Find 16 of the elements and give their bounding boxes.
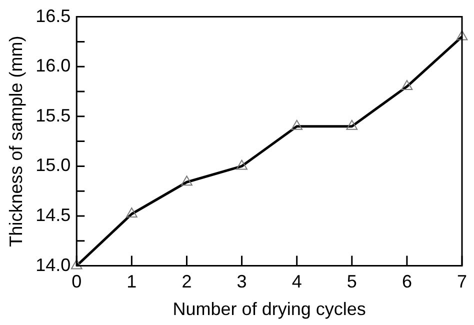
x-tick-label: 0 — [72, 272, 82, 292]
y-tick-label: 14.0 — [36, 254, 71, 275]
x-tick-label: 5 — [346, 272, 357, 292]
y-axis-title: Thickness of sample (mm) — [6, 36, 26, 247]
x-tick-label: 6 — [402, 272, 412, 292]
y-tick-label: 16.5 — [36, 6, 71, 26]
x-tick-label: 3 — [236, 272, 247, 292]
y-tick-label: 16.0 — [36, 56, 71, 76]
x-tick-label: 4 — [292, 272, 302, 292]
x-tick-label: 1 — [126, 272, 137, 292]
x-tick-label: 7 — [456, 272, 468, 292]
x-tick-label: 2 — [182, 272, 192, 292]
y-tick-label: 14.5 — [36, 204, 71, 225]
y-tick-label: 15.0 — [36, 155, 71, 176]
x-axis-title: Number of drying cycles — [172, 299, 366, 320]
y-tick-label: 15.5 — [36, 105, 71, 126]
